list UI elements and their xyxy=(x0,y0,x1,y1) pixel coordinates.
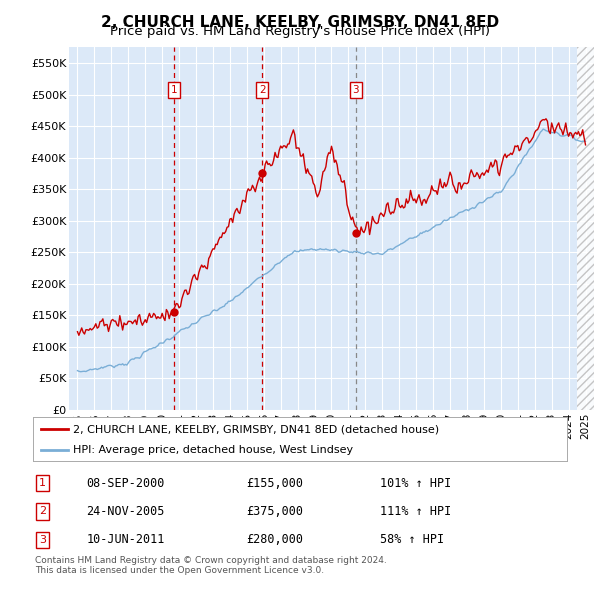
Text: 08-SEP-2000: 08-SEP-2000 xyxy=(86,477,165,490)
Text: Contains HM Land Registry data © Crown copyright and database right 2024.: Contains HM Land Registry data © Crown c… xyxy=(35,556,386,565)
Text: 1: 1 xyxy=(170,85,177,95)
Text: 2: 2 xyxy=(39,506,46,516)
Text: 2, CHURCH LANE, KEELBY, GRIMSBY, DN41 8ED: 2, CHURCH LANE, KEELBY, GRIMSBY, DN41 8E… xyxy=(101,15,499,30)
Text: 1: 1 xyxy=(39,478,46,488)
Text: 3: 3 xyxy=(353,85,359,95)
Text: 58% ↑ HPI: 58% ↑ HPI xyxy=(380,533,444,546)
Text: 24-NOV-2005: 24-NOV-2005 xyxy=(86,505,165,518)
Text: £280,000: £280,000 xyxy=(247,533,304,546)
Text: £375,000: £375,000 xyxy=(247,505,304,518)
Text: This data is licensed under the Open Government Licence v3.0.: This data is licensed under the Open Gov… xyxy=(35,566,324,575)
Text: 101% ↑ HPI: 101% ↑ HPI xyxy=(380,477,451,490)
Text: 111% ↑ HPI: 111% ↑ HPI xyxy=(380,505,451,518)
Text: Price paid vs. HM Land Registry's House Price Index (HPI): Price paid vs. HM Land Registry's House … xyxy=(110,25,490,38)
Text: 3: 3 xyxy=(39,535,46,545)
Text: HPI: Average price, detached house, West Lindsey: HPI: Average price, detached house, West… xyxy=(73,445,353,455)
Text: 2: 2 xyxy=(259,85,265,95)
Text: 10-JUN-2011: 10-JUN-2011 xyxy=(86,533,165,546)
Text: 2, CHURCH LANE, KEELBY, GRIMSBY, DN41 8ED (detached house): 2, CHURCH LANE, KEELBY, GRIMSBY, DN41 8E… xyxy=(73,424,439,434)
Text: £155,000: £155,000 xyxy=(247,477,304,490)
